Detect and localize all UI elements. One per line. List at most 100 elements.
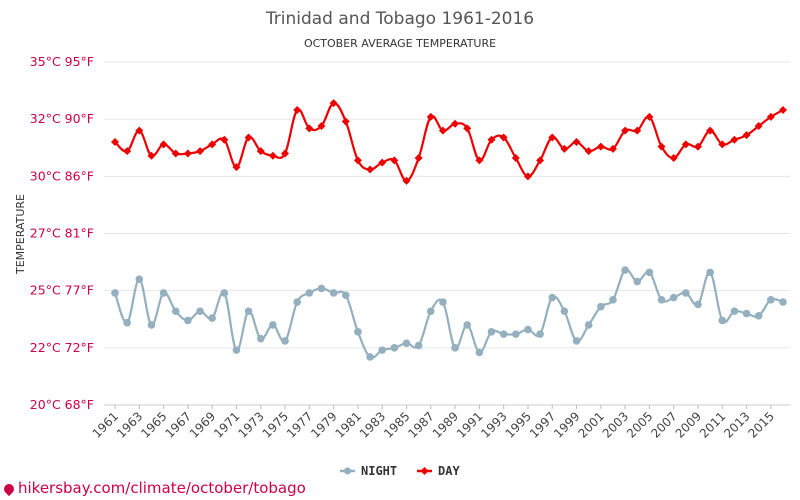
data-point-day[interactable] [657,142,666,151]
data-point-night[interactable] [184,316,192,325]
data-point-day[interactable] [645,112,654,121]
data-point-day[interactable] [196,147,205,156]
data-point-night[interactable] [244,307,253,316]
data-point-day[interactable] [451,119,460,128]
data-point-night[interactable] [414,341,423,350]
data-point-night[interactable] [439,298,447,306]
data-point-day[interactable] [523,172,532,181]
data-point-day[interactable] [341,117,350,126]
data-point-night[interactable] [730,307,739,316]
data-point-day[interactable] [402,176,411,185]
data-point-day[interactable] [681,140,690,149]
data-point-night[interactable] [256,334,265,343]
data-point-night[interactable] [305,289,314,297]
data-point-night[interactable] [767,296,775,304]
data-point-day[interactable] [730,135,739,144]
data-point-day[interactable] [596,142,605,151]
data-point-day[interactable] [779,106,787,115]
data-point-night[interactable] [317,284,326,293]
data-point-night[interactable] [329,289,338,297]
data-point-day[interactable] [633,126,642,135]
data-point-day[interactable] [426,112,435,121]
data-point-day[interactable] [281,149,290,158]
data-point-day[interactable] [766,112,775,121]
data-point-night[interactable] [475,348,484,357]
data-point-night[interactable] [147,321,156,329]
data-point-night[interactable] [281,337,289,345]
data-point-day[interactable] [111,138,119,147]
data-point-night[interactable] [135,275,144,284]
data-point-day[interactable] [742,131,751,140]
data-point-day[interactable] [584,147,593,156]
data-point-night[interactable] [512,330,520,338]
data-point-day[interactable] [487,135,496,144]
data-point-day[interactable] [669,154,678,163]
data-point-night[interactable] [463,321,472,329]
data-point-night[interactable] [341,291,350,300]
data-point-night[interactable] [657,296,666,304]
data-point-day[interactable] [317,122,326,131]
legend-item-night[interactable]: NIGHT [340,464,397,478]
data-point-day[interactable] [438,126,447,135]
data-point-day[interactable] [693,142,702,151]
legend[interactable]: NIGHT DAY [340,464,460,478]
data-point-day[interactable] [232,163,241,172]
data-point-day[interactable] [621,126,630,135]
data-point-night[interactable] [123,318,131,327]
data-point-day[interactable] [475,156,484,165]
data-point-night[interactable] [390,344,399,352]
data-point-day[interactable] [548,133,557,142]
data-point-day[interactable] [754,122,763,131]
data-point-night[interactable] [499,330,508,338]
data-point-day[interactable] [220,135,229,144]
watermark-link[interactable]: hikersbay.com/climate/october/tobago [1,479,306,497]
data-point-night[interactable] [742,309,751,318]
data-point-night[interactable] [354,328,362,336]
data-point-day[interactable] [329,99,338,108]
data-point-day[interactable] [256,147,265,156]
data-point-night[interactable] [171,307,180,316]
data-point-day[interactable] [560,144,569,153]
data-point-night[interactable] [487,328,496,336]
data-point-day[interactable] [208,140,217,149]
data-point-day[interactable] [572,138,581,147]
data-point-day[interactable] [378,158,387,167]
data-point-day[interactable] [268,151,277,160]
data-point-night[interactable] [196,307,204,316]
data-point-night[interactable] [779,298,787,306]
data-point-day[interactable] [159,140,168,149]
legend-item-day[interactable]: DAY [417,464,460,478]
data-point-day[interactable] [718,140,727,149]
data-point-night[interactable] [208,314,216,322]
data-point-day[interactable] [244,133,253,142]
data-point-day[interactable] [536,156,545,165]
data-point-night[interactable] [366,353,374,361]
data-point-night[interactable] [584,321,593,329]
data-point-day[interactable] [353,156,362,165]
data-point-night[interactable] [232,346,241,354]
data-point-night[interactable] [682,289,690,297]
data-point-night[interactable] [426,307,435,316]
data-point-day[interactable] [463,124,472,133]
data-point-night[interactable] [536,330,544,338]
data-point-night[interactable] [402,339,411,348]
data-point-night[interactable] [269,321,277,329]
data-point-night[interactable] [621,266,629,274]
data-point-night[interactable] [111,289,119,297]
data-point-night[interactable] [560,307,569,316]
data-point-night[interactable] [645,268,654,277]
data-point-day[interactable] [171,149,180,158]
data-point-day[interactable] [305,124,314,133]
data-point-night[interactable] [572,337,581,345]
data-point-night[interactable] [378,346,387,354]
data-point-day[interactable] [499,133,508,142]
data-point-night[interactable] [718,316,727,325]
data-point-night[interactable] [159,289,168,297]
data-point-night[interactable] [669,293,678,302]
data-point-day[interactable] [147,151,156,160]
data-point-day[interactable] [414,154,423,163]
data-point-night[interactable] [633,277,642,286]
data-point-day[interactable] [390,156,399,165]
data-point-day[interactable] [123,147,132,156]
data-point-day[interactable] [183,149,192,158]
